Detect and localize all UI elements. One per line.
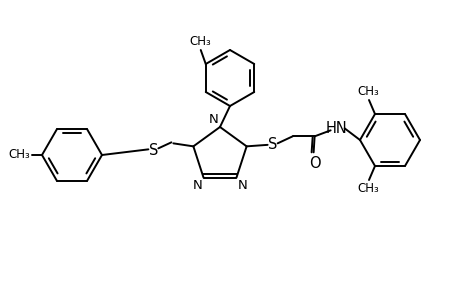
Text: CH₃: CH₃	[189, 35, 210, 48]
Text: N: N	[237, 179, 246, 192]
Text: S: S	[148, 143, 158, 158]
Text: N: N	[192, 179, 202, 192]
Text: CH₃: CH₃	[356, 182, 378, 195]
Text: CH₃: CH₃	[356, 85, 378, 98]
Text: S: S	[267, 137, 277, 152]
Text: O: O	[308, 156, 320, 171]
Text: HN: HN	[325, 121, 347, 136]
Text: N: N	[209, 113, 218, 126]
Text: CH₃: CH₃	[8, 148, 30, 161]
